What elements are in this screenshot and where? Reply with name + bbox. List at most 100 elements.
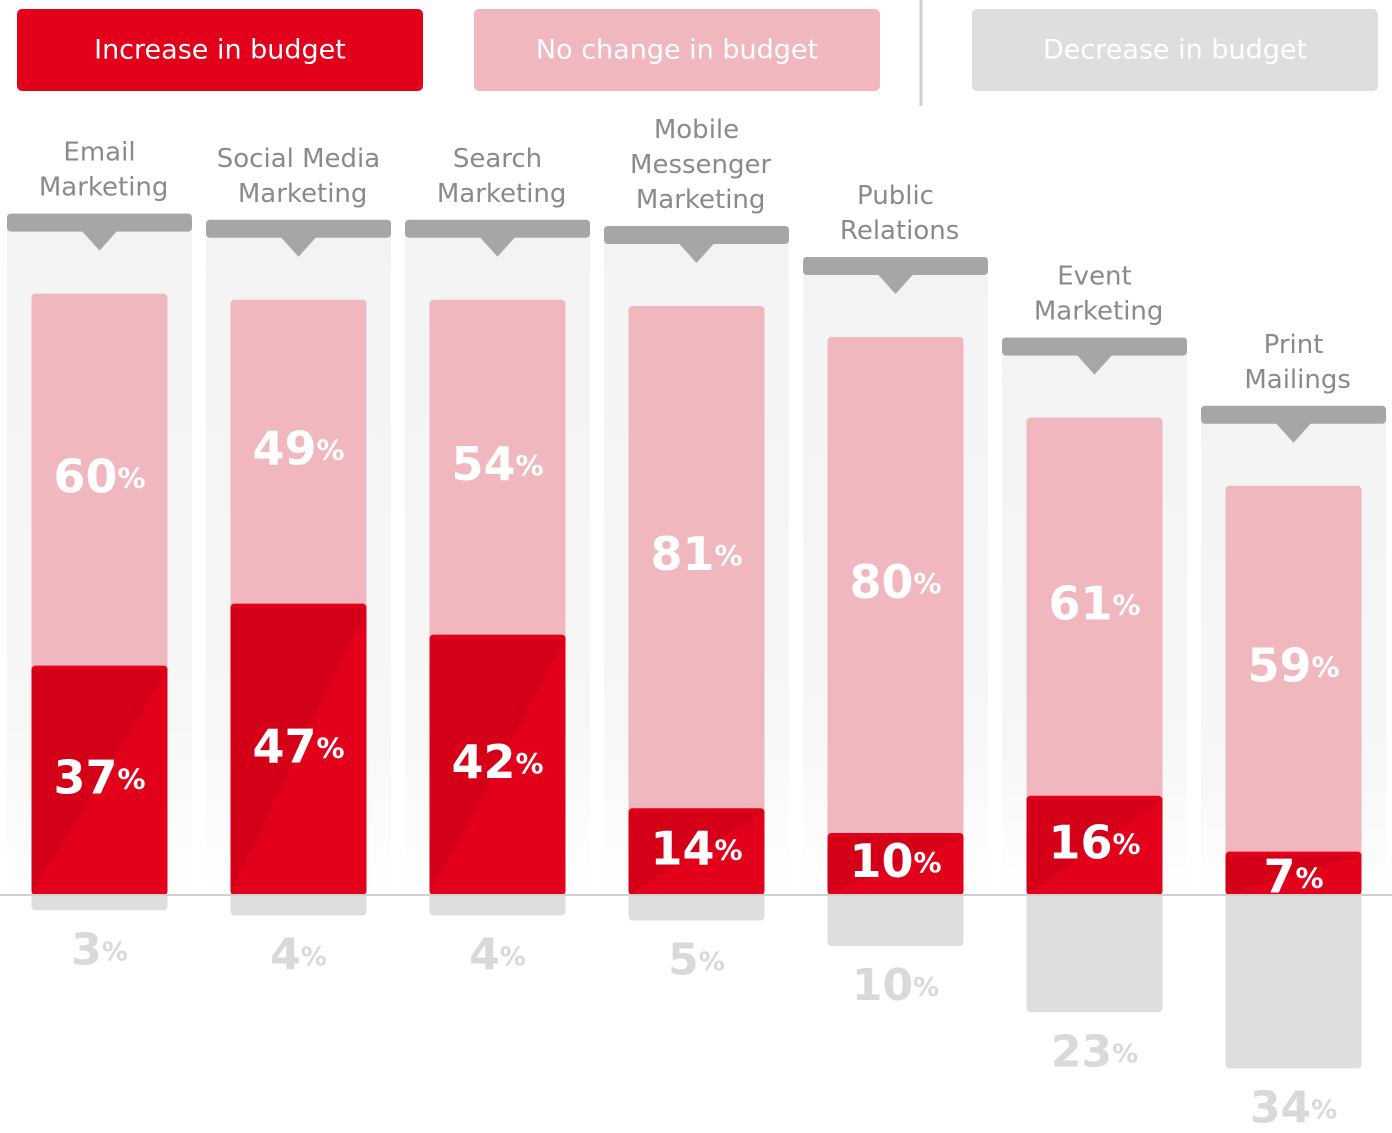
value-number: 49 bbox=[252, 421, 316, 475]
bar-shade bbox=[827, 837, 964, 895]
category-line: Relations bbox=[832, 216, 960, 246]
category-line: Marketing bbox=[628, 185, 766, 215]
category-line: Social Media bbox=[217, 143, 380, 173]
value-number: 60 bbox=[53, 449, 117, 503]
header-pointer bbox=[877, 274, 914, 294]
value-label: 34% bbox=[1250, 1082, 1337, 1133]
value-number: 23 bbox=[1051, 1026, 1112, 1077]
header-pointer bbox=[678, 243, 715, 263]
value-unit: % bbox=[316, 434, 344, 467]
category-line: Email bbox=[63, 137, 135, 167]
category-line: Marketing bbox=[31, 172, 169, 202]
value-label: 23% bbox=[1051, 1026, 1138, 1077]
value-unit: % bbox=[699, 947, 725, 977]
value-label: 42% bbox=[451, 734, 543, 788]
value-unit: % bbox=[1112, 1039, 1138, 1069]
value-unit: % bbox=[1112, 827, 1140, 860]
category-line: Event bbox=[1057, 261, 1131, 291]
value-unit: % bbox=[1295, 862, 1323, 895]
value-label: 54% bbox=[451, 437, 543, 491]
bar-no-change bbox=[1225, 485, 1362, 860]
value-unit: % bbox=[316, 731, 344, 764]
bar-shade bbox=[230, 607, 367, 895]
bar-no-change bbox=[827, 337, 964, 841]
bar-no-change bbox=[230, 299, 367, 612]
bar-decrease bbox=[827, 889, 964, 946]
value-label: 37% bbox=[53, 750, 145, 804]
category-label: Print Mailings bbox=[1236, 329, 1351, 394]
category-line: Public bbox=[857, 181, 934, 211]
value-number: 16 bbox=[1048, 815, 1112, 869]
value-label: 14% bbox=[650, 821, 742, 875]
value-number: 5 bbox=[668, 935, 699, 986]
category-line: Mobile bbox=[654, 115, 739, 145]
value-unit: % bbox=[117, 762, 145, 795]
value-label: 61% bbox=[1048, 576, 1140, 630]
value-label: 60% bbox=[53, 449, 145, 503]
column-header bbox=[405, 219, 590, 238]
bar-decrease bbox=[1225, 889, 1362, 1069]
header-pointer bbox=[1076, 354, 1113, 375]
value-label: 10% bbox=[849, 834, 941, 888]
value-number: 3 bbox=[71, 924, 102, 975]
value-label: 3% bbox=[71, 924, 128, 975]
category-label: Email Marketing bbox=[31, 137, 169, 202]
legend-label: Increase in budget bbox=[94, 35, 346, 66]
bar-increase bbox=[628, 808, 765, 895]
value-number: 4 bbox=[270, 929, 301, 980]
value-number: 81 bbox=[650, 527, 714, 581]
bar-decrease bbox=[1026, 889, 1163, 1013]
bar-no-change bbox=[31, 293, 168, 674]
header-pointer bbox=[479, 236, 516, 257]
bar-increase bbox=[1026, 795, 1163, 895]
legend-box bbox=[17, 9, 423, 91]
value-unit: % bbox=[500, 942, 526, 972]
category-label: Mobile Messenger Marketing bbox=[622, 115, 772, 215]
value-label: 59% bbox=[1247, 638, 1339, 692]
value-unit: % bbox=[117, 462, 145, 495]
value-label: 16% bbox=[1048, 815, 1140, 869]
category-label: Public Relations bbox=[832, 181, 960, 246]
value-unit: % bbox=[301, 942, 327, 972]
legend-box bbox=[474, 9, 880, 91]
value-unit: % bbox=[515, 747, 543, 780]
bar-shade bbox=[628, 812, 765, 895]
category-line: Marketing bbox=[230, 178, 368, 208]
value-unit: % bbox=[102, 937, 128, 967]
value-number: 34 bbox=[1250, 1082, 1311, 1133]
header-pointer bbox=[81, 230, 118, 251]
bar-no-change bbox=[628, 306, 765, 817]
column-header bbox=[206, 219, 391, 238]
value-label: 47% bbox=[252, 719, 344, 773]
value-number: 4 bbox=[469, 929, 500, 980]
category-line: Print bbox=[1264, 329, 1324, 359]
value-unit: % bbox=[913, 567, 941, 600]
value-unit: % bbox=[1112, 589, 1140, 622]
bar-increase bbox=[827, 833, 964, 895]
column-header bbox=[604, 226, 789, 244]
value-label: 49% bbox=[252, 421, 344, 475]
value-number: 10 bbox=[849, 834, 913, 888]
category-label: Search Marketing bbox=[429, 143, 567, 208]
value-label: 81% bbox=[650, 527, 742, 581]
category-label: Event Marketing bbox=[1026, 261, 1164, 326]
legend-box bbox=[972, 9, 1378, 91]
bar-increase bbox=[429, 634, 566, 895]
value-unit: % bbox=[714, 539, 742, 572]
bar-shade bbox=[1026, 799, 1163, 895]
value-unit: % bbox=[913, 973, 939, 1003]
value-label: 10% bbox=[852, 960, 939, 1011]
column-header bbox=[1201, 405, 1386, 424]
bar-increase bbox=[230, 603, 367, 895]
column-header bbox=[1002, 337, 1187, 356]
category-line: Search bbox=[453, 143, 542, 173]
bar-decrease bbox=[628, 889, 765, 921]
value-unit: % bbox=[1311, 1095, 1337, 1125]
value-unit: % bbox=[515, 449, 543, 482]
bar-no-change bbox=[429, 299, 566, 643]
value-unit: % bbox=[714, 834, 742, 867]
value-label: 5% bbox=[668, 935, 725, 986]
value-number: 80 bbox=[849, 555, 913, 609]
category-line: Messenger bbox=[622, 150, 772, 180]
bar-shade bbox=[1225, 855, 1362, 895]
